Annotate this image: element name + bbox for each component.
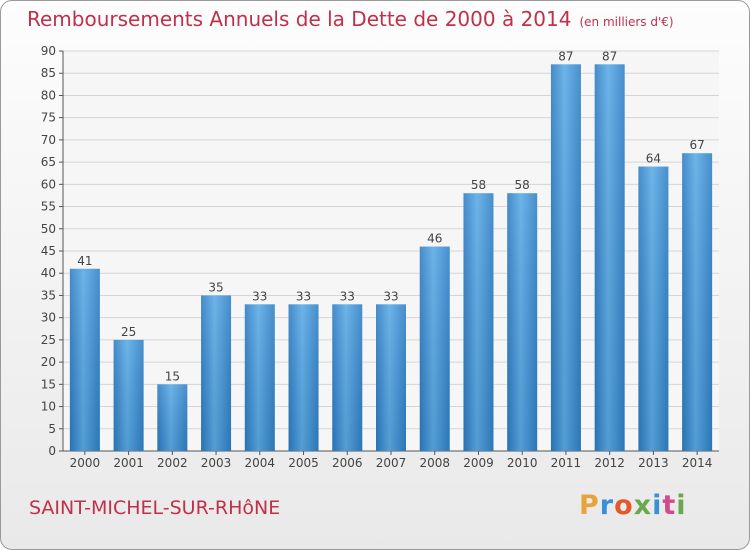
x-tick-label: 2000 bbox=[70, 456, 101, 470]
chart-unit: (en milliers d'€) bbox=[579, 15, 674, 29]
y-tick-label: 35 bbox=[41, 288, 56, 302]
y-tick-label: 0 bbox=[48, 444, 56, 458]
y-tick-label: 10 bbox=[41, 400, 56, 414]
bar-value-label: 87 bbox=[602, 49, 617, 63]
bar-shade bbox=[463, 193, 494, 451]
x-tick-label: 2007 bbox=[376, 456, 407, 470]
bar-shade bbox=[376, 304, 406, 451]
bar-value-label: 33 bbox=[252, 289, 267, 303]
bar-shade bbox=[638, 166, 669, 452]
logo-letter: P bbox=[579, 490, 600, 521]
bar-shade bbox=[157, 384, 188, 451]
y-tick-label: 45 bbox=[41, 244, 56, 258]
bar-value-label: 33 bbox=[383, 289, 398, 303]
y-tick-label: 50 bbox=[41, 222, 56, 236]
commune-name: SAINT-MICHEL-SUR-RHôNE bbox=[29, 497, 281, 519]
y-tick-label: 15 bbox=[41, 377, 56, 391]
logo-letter: i bbox=[652, 490, 663, 521]
bar-value-label: 46 bbox=[427, 232, 442, 246]
bar-value-label: 87 bbox=[558, 49, 573, 63]
bar-shade bbox=[201, 295, 232, 451]
x-tick-label: 2002 bbox=[157, 456, 188, 470]
bar-shade bbox=[419, 246, 450, 451]
bar-value-label: 64 bbox=[646, 152, 661, 166]
y-tick-label: 20 bbox=[41, 355, 56, 369]
bar-shade bbox=[288, 304, 319, 451]
y-tick-label: 90 bbox=[41, 44, 56, 58]
y-tick-label: 55 bbox=[41, 200, 56, 214]
bar-value-label: 33 bbox=[296, 289, 311, 303]
bar-value-label: 58 bbox=[515, 178, 530, 192]
bar-shade bbox=[594, 64, 625, 452]
x-tick-label: 2003 bbox=[201, 456, 232, 470]
x-tick-label: 2009 bbox=[463, 456, 494, 470]
proxiti-logo: Proxiti bbox=[579, 490, 687, 521]
bar-value-label: 25 bbox=[121, 325, 136, 339]
logo-letter: t bbox=[662, 490, 677, 521]
y-tick-label: 70 bbox=[41, 133, 56, 147]
x-tick-label: 2008 bbox=[419, 456, 450, 470]
bar-shade bbox=[550, 64, 581, 452]
y-tick-label: 30 bbox=[41, 311, 56, 325]
x-tick-label: 2013 bbox=[638, 456, 669, 470]
bar-shade bbox=[682, 153, 713, 451]
logo-letter: o bbox=[614, 490, 634, 521]
x-tick-label: 2014 bbox=[682, 456, 713, 470]
logo-letter: i bbox=[676, 490, 687, 521]
y-tick-label: 25 bbox=[41, 333, 56, 347]
x-tick-label: 2005 bbox=[288, 456, 319, 470]
bar-value-label: 35 bbox=[208, 280, 223, 294]
x-tick-label: 2006 bbox=[332, 456, 363, 470]
bar-value-label: 67 bbox=[689, 138, 704, 152]
x-tick-label: 2010 bbox=[507, 456, 538, 470]
chart-title: Remboursements Annuels de la Dette de 20… bbox=[27, 7, 674, 31]
x-tick-label: 2001 bbox=[113, 456, 144, 470]
chart-title-text: Remboursements Annuels de la Dette de 20… bbox=[27, 7, 572, 31]
x-tick-label: 2004 bbox=[245, 456, 276, 470]
bar-shade bbox=[113, 339, 144, 451]
logo-letter: r bbox=[599, 490, 615, 521]
y-tick-label: 80 bbox=[41, 88, 56, 102]
x-tick-label: 2011 bbox=[551, 456, 582, 470]
y-tick-label: 40 bbox=[41, 266, 56, 280]
y-tick-label: 85 bbox=[41, 66, 56, 80]
y-tick-label: 60 bbox=[41, 177, 56, 191]
y-tick-label: 65 bbox=[41, 155, 56, 169]
bar-shade bbox=[332, 304, 363, 451]
y-tick-label: 75 bbox=[41, 111, 56, 125]
bar-shade bbox=[69, 268, 100, 451]
x-tick-label: 2012 bbox=[594, 456, 625, 470]
logo-letter: x bbox=[633, 490, 653, 521]
bar-value-label: 58 bbox=[471, 178, 486, 192]
bar-shade bbox=[507, 193, 538, 451]
bar-value-label: 33 bbox=[340, 289, 355, 303]
bar-value-label: 15 bbox=[165, 369, 180, 383]
bar-value-label: 41 bbox=[77, 254, 92, 268]
y-tick-label: 5 bbox=[48, 422, 56, 436]
bar-shade bbox=[244, 304, 275, 451]
